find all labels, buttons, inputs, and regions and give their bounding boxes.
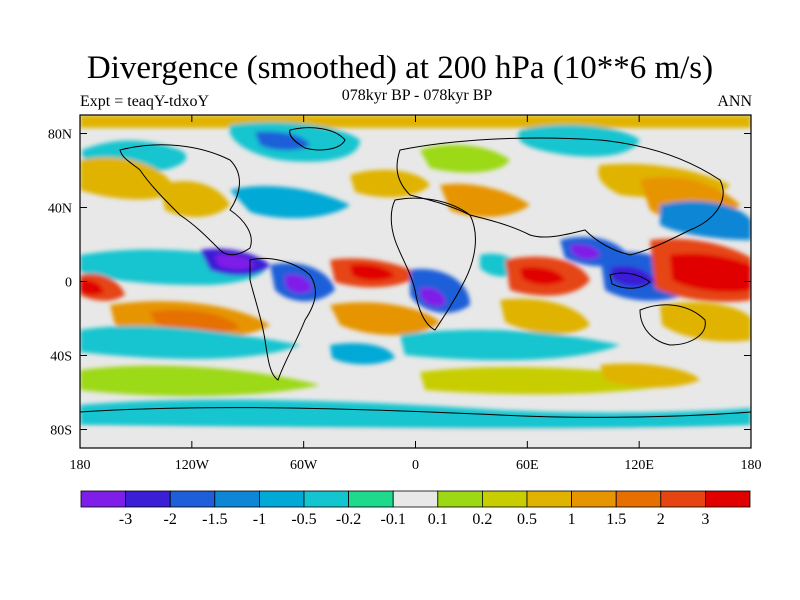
colorbar-swatch xyxy=(660,490,706,508)
colorbar-label: 1 xyxy=(568,511,576,528)
colorbar-label: -1.5 xyxy=(202,511,227,528)
experiment-label: Expt = teaqY-tdxoY xyxy=(80,93,209,110)
field-southern-convergence-east xyxy=(400,329,620,361)
y-tick-label: 80S xyxy=(50,424,72,439)
colorbar-swatch xyxy=(303,490,349,508)
x-tick-label: 180 xyxy=(70,458,91,473)
x-tick-label: 120E xyxy=(624,458,654,473)
field-bengal-peak xyxy=(570,244,600,260)
colorbar-swatch xyxy=(481,490,528,508)
y-axis: 80N 40N 0 40S 80S xyxy=(48,128,751,439)
colorbar-label: 0.2 xyxy=(472,511,492,528)
x-tick-label: 60W xyxy=(290,458,318,473)
coast-eurasia xyxy=(396,137,724,256)
colorbar-swatch xyxy=(615,490,662,508)
colorbar-label: -0.1 xyxy=(381,511,406,528)
field-natl-convergence xyxy=(230,185,350,219)
field-natl-divergence xyxy=(350,169,430,198)
colorbar-label: -2 xyxy=(164,511,177,528)
field-kuroshio-convergence xyxy=(660,200,751,240)
colorbar-swatch xyxy=(258,490,305,508)
colorbar-swatch xyxy=(80,490,126,508)
field-southern-divergence-east xyxy=(600,363,700,388)
field-npac-divergence xyxy=(80,157,175,200)
field-warm-pool-peak xyxy=(670,253,751,292)
coast-australia xyxy=(639,304,706,346)
field-maritime-core xyxy=(610,265,655,287)
field-siberia-convergence xyxy=(518,124,640,157)
field-mideast-divergence xyxy=(440,183,530,217)
y-tick-label: 80N xyxy=(48,128,72,143)
field-satl-divergence xyxy=(330,302,440,336)
field-atlantic-peak xyxy=(350,264,395,281)
colorbar-label: -0.2 xyxy=(336,511,361,528)
colorbar-label: 1.5 xyxy=(606,511,626,528)
field-antarctic-convergence xyxy=(80,399,751,429)
field-southern-weak-west xyxy=(80,365,320,397)
y-tick-label: 40N xyxy=(48,202,72,217)
chart-subtitle: 078kyr BP - 078kyr BP xyxy=(341,87,493,104)
chart-title: Divergence (smoothed) at 200 hPa (10**6 … xyxy=(86,50,714,86)
field-southern-atl-convergence xyxy=(330,343,395,365)
colorbar-swatch xyxy=(125,490,171,508)
x-tick-label: 60E xyxy=(516,458,539,473)
colorbar-swatch xyxy=(214,490,260,508)
field-usa-divergence xyxy=(160,181,230,217)
field-amazon-peak xyxy=(285,274,312,294)
field-epac-peak xyxy=(215,254,255,270)
colorbar-label: -3 xyxy=(119,511,132,528)
colorbar-label: -1 xyxy=(253,511,266,528)
field-africa-peak xyxy=(420,287,446,307)
colorbar-swatch xyxy=(437,490,483,508)
field-eurasia-weak xyxy=(420,144,510,173)
field-antarctic-neutral xyxy=(80,430,751,448)
colorbar-swatch xyxy=(571,490,617,508)
colorbar-label: -0.5 xyxy=(291,511,316,528)
colorbar-label: 3 xyxy=(701,511,709,528)
field-greenland-core xyxy=(255,131,310,151)
field-indian-peak xyxy=(520,267,565,285)
coast-antarctica xyxy=(80,407,751,418)
colorbar-swatch xyxy=(169,490,216,508)
x-tick-label: 0 xyxy=(412,458,419,473)
field-sind-divergence xyxy=(500,298,590,335)
field-cpac-peak xyxy=(80,279,104,296)
colorbar-swatch xyxy=(705,490,751,508)
x-tick-label: 180 xyxy=(741,458,762,473)
colorbar: -3 -2 -1.5 -1 -0.5 -0.2 -0.1 0.1 0.2 0.5 1 1.5 2 3 xyxy=(80,490,751,528)
y-tick-label: 0 xyxy=(65,276,72,291)
colorbar-swatch xyxy=(526,490,572,508)
colorbar-label: 2 xyxy=(657,511,665,528)
x-tick-label: 120W xyxy=(175,458,210,473)
y-tick-label: 40S xyxy=(50,350,72,365)
season-label: ANN xyxy=(717,93,752,110)
coast-north-america xyxy=(119,144,252,256)
colorbar-swatch xyxy=(348,490,394,508)
colorbar-swatch xyxy=(392,490,439,508)
colorbar-label: 0.1 xyxy=(428,511,448,528)
coast-indonesia xyxy=(609,272,651,289)
field-southern-convergence-west xyxy=(80,325,300,360)
x-axis: 180 120W 60W 0 60E 120E 180 xyxy=(70,115,762,473)
colorbar-label: 0.5 xyxy=(517,511,537,528)
coast-south-america xyxy=(249,257,316,381)
map-area xyxy=(80,115,751,448)
coastlines xyxy=(80,127,751,418)
coast-greenland xyxy=(289,127,346,151)
